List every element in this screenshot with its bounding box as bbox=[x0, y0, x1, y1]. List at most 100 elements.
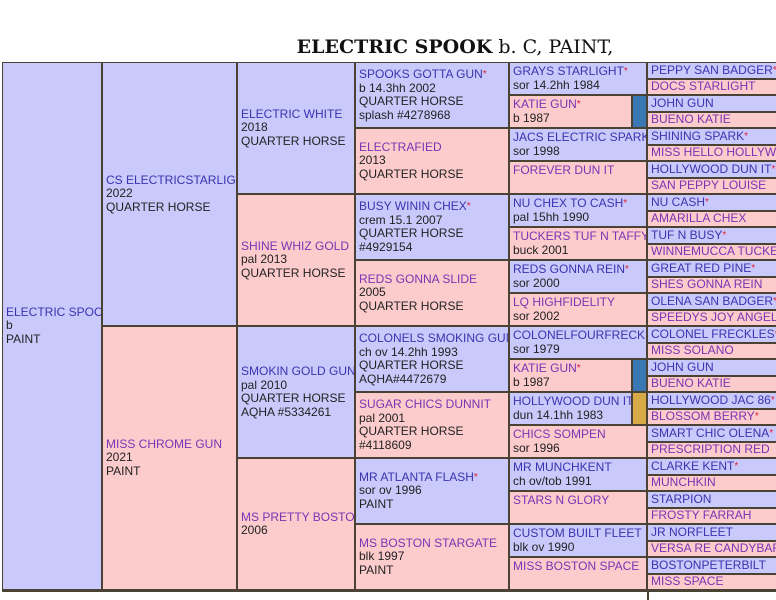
horse-name-link[interactable]: PRESCRIPTION RED bbox=[651, 442, 770, 457]
horse-name-link[interactable]: NU CHEX TO CASH bbox=[513, 196, 624, 210]
horse-name-link[interactable]: BUENO KATIE bbox=[651, 112, 731, 127]
horse-name-link[interactable]: KATIE GUN bbox=[513, 97, 577, 111]
star-icon: * bbox=[705, 196, 709, 208]
horse-name-link[interactable]: MUNCHKIN bbox=[651, 475, 716, 490]
horse-name-link[interactable]: MS PRETTY BOSTON bbox=[241, 509, 355, 524]
divider bbox=[647, 590, 649, 600]
horse-name-link[interactable]: BUSY WININ CHEX bbox=[359, 199, 467, 213]
horse-name-link[interactable]: MISS BOSTON SPACE bbox=[513, 559, 640, 573]
horse-name-link[interactable]: STARS N GLORY bbox=[513, 493, 610, 507]
horse-name-link[interactable]: ELECTRAFIED bbox=[359, 139, 442, 154]
horse-detail: QUARTER HORSE bbox=[241, 265, 346, 280]
horse-name-link[interactable]: SMOKIN GOLD GUN bbox=[241, 364, 355, 378]
horse-name-row: MISS SPACE bbox=[651, 575, 776, 588]
pedigree-cell-gen6: MISS HELLO HOLLYWOOD bbox=[647, 144, 776, 161]
horse-detail: ch ov 14.2hh 1993 bbox=[359, 344, 458, 359]
pedigree-cell-gen5: JACS ELECTRIC SPARK*sor 1998 bbox=[509, 128, 647, 161]
horse-name-link[interactable]: STARPION bbox=[651, 491, 712, 506]
horse-name-link[interactable]: MR MUNCHKENT bbox=[513, 460, 612, 474]
horse-name-link[interactable]: BUENO KATIE bbox=[651, 376, 731, 391]
horse-name-link[interactable]: SAN PEPPY LOUISE bbox=[651, 178, 767, 193]
horse-detail: 2006 bbox=[241, 523, 268, 537]
horse-name-link[interactable]: VERSA RE CANDYBAR bbox=[651, 541, 776, 556]
horse-detail: b 14.3hh 2002 bbox=[359, 80, 436, 95]
pedigree-cell-gen6: MISS SOLANO bbox=[647, 342, 776, 359]
pedigree-cell-gen6: SHINING SPARK* bbox=[647, 128, 776, 145]
star-icon: * bbox=[754, 411, 759, 423]
horse-name-row: STARS N GLORY bbox=[513, 493, 643, 508]
horse-name-link[interactable]: JR NORFLEET bbox=[651, 524, 734, 539]
horse-name-row: COLONELS SMOKING GUN* bbox=[359, 331, 508, 346]
pedigree-cell-gen5: COLONELFOURFRECKLE sor 1979 bbox=[509, 326, 647, 359]
horse-name-link[interactable]: FROSTY FARRAH bbox=[651, 508, 752, 523]
horse-name-link[interactable]: GRAYS STARLIGHT bbox=[513, 64, 624, 78]
horse-name-link[interactable]: CLARKE KENT bbox=[651, 458, 735, 473]
horse-name-link[interactable]: NU CASH bbox=[651, 194, 706, 209]
horse-name-link[interactable]: FOREVER DUN IT bbox=[513, 163, 615, 177]
horse-name-link[interactable]: HOLLYWOOD JAC 86 bbox=[651, 392, 771, 407]
horse-name-row: HOLLYWOOD JAC 86* bbox=[651, 392, 776, 407]
horse-name-link[interactable]: ELECTRIC SPOOK bbox=[6, 304, 102, 319]
pedigree-cell-gen6: VERSA RE CANDYBAR bbox=[647, 540, 776, 557]
horse-name-row: MS PRETTY BOSTON bbox=[241, 510, 354, 525]
horse-name-link[interactable]: MISS HELLO HOLLYWOOD bbox=[651, 145, 776, 160]
horse-name-link[interactable]: MS BOSTON STARGATE bbox=[359, 535, 498, 550]
horse-name-link[interactable]: MISS SOLANO bbox=[651, 343, 734, 358]
horse-name-link[interactable]: AMARILLA CHEX bbox=[651, 211, 747, 226]
pedigree-cell-gen6: AMARILLA CHEX bbox=[647, 210, 776, 227]
pedigree-cell-gen6: STARPION bbox=[647, 491, 776, 508]
horse-name-link[interactable]: PEPPY SAN BADGER bbox=[651, 62, 773, 77]
horse-name-link[interactable]: GREAT RED PINE bbox=[651, 260, 752, 275]
horse-name-link[interactable]: BOSTONPETERBILT bbox=[651, 557, 766, 572]
horse-name-link[interactable]: HOLLYWOOD DUN IT bbox=[651, 161, 772, 176]
horse-name-link[interactable]: COLONEL FRECKLES bbox=[651, 326, 775, 341]
horse-name-link[interactable]: JOHN GUN bbox=[651, 95, 714, 110]
horse-name-link[interactable]: COLONELS SMOKING GUN bbox=[359, 331, 509, 345]
horse-name-link[interactable]: SMART CHIC OLENA bbox=[651, 425, 770, 440]
horse-name-link[interactable]: SHINING SPARK bbox=[651, 128, 745, 143]
horse-name-link[interactable]: TUF N BUSY bbox=[651, 227, 723, 242]
horse-name-link[interactable]: MISS SPACE bbox=[651, 574, 724, 589]
color-bar-blue bbox=[631, 360, 646, 391]
horse-name-row: NU CASH* bbox=[651, 194, 776, 209]
horse-name-link[interactable]: OLENA SAN BADGER bbox=[651, 293, 774, 308]
horse-name-row: MISS CHROME GUN bbox=[106, 436, 233, 452]
horse-name-link[interactable]: SPEEDYS JOY ANGEL bbox=[651, 310, 776, 325]
horse-name-link[interactable]: COLONELFOURFRECKLE bbox=[513, 328, 647, 342]
horse-name-row: SAN PEPPY LOUISE bbox=[651, 179, 776, 192]
pedigree-cell-gen6: BLOSSOM BERRY* bbox=[647, 408, 776, 425]
pedigree-cell-gen4: SPOOKS GOTTA GUN* b 14.3hh 2002 QUARTER HO… bbox=[355, 62, 509, 128]
horse-detail: AQHA#4472679 bbox=[359, 371, 447, 386]
horse-name-link[interactable]: JOHN GUN bbox=[651, 359, 714, 374]
pedigree-cell-gen3: ELECTRIC WHITE 2018 QUARTER HORSE bbox=[237, 62, 355, 194]
pedigree-cell-gen5: HOLLYWOOD DUN IT*dun 14.1hh 1983 bbox=[509, 392, 647, 425]
horse-name-row: AMARILLA CHEX bbox=[651, 212, 776, 225]
horse-name-link[interactable]: KATIE GUN bbox=[513, 361, 577, 375]
horse-name-link[interactable]: REDS GONNA SLIDE bbox=[359, 271, 478, 286]
pedigree-cell-gen6: JR NORFLEET bbox=[647, 524, 776, 541]
horse-name-row: SHINING SPARK* bbox=[651, 128, 776, 143]
pedigree-cell-gen4: MS BOSTON STARGATE blk 1997 PAINT bbox=[355, 524, 509, 590]
pedigree-cell-gen1: ELECTRIC SPOOK b PAINT bbox=[2, 62, 102, 590]
horse-name-link[interactable]: REDS GONNA REIN bbox=[513, 262, 626, 276]
horse-name-link[interactable]: MR ATLANTA FLASH bbox=[359, 469, 474, 484]
horse-name-link[interactable]: CUSTOM BUILT FLEET bbox=[513, 526, 642, 540]
horse-name-link[interactable]: CHICS SOMPEN bbox=[513, 427, 606, 441]
horse-name-link[interactable]: LQ HIGHFIDELITY bbox=[513, 295, 616, 309]
horse-name-link[interactable]: SUGAR CHICS DUNNIT bbox=[359, 397, 492, 411]
horse-name-link[interactable]: CS ELECTRICSTARLIGHT bbox=[106, 172, 236, 187]
horse-name-link[interactable]: TUCKERS TUF N TAFFY bbox=[513, 229, 647, 243]
horse-name-link[interactable]: HOLLYWOOD DUN IT bbox=[513, 394, 634, 408]
horse-name-link[interactable]: SHES GONNA REIN bbox=[651, 277, 763, 292]
horse-name-link[interactable]: BLOSSOM BERRY bbox=[651, 409, 755, 424]
horse-name-link[interactable]: ELECTRIC WHITE bbox=[241, 106, 343, 121]
horse-name-row: ELECTRAFIED bbox=[359, 139, 505, 155]
horse-name-link[interactable]: DOCS STARLIGHT bbox=[651, 79, 756, 94]
horse-name-link[interactable]: SHINE WHIZ GOLD bbox=[241, 238, 350, 253]
horse-name-link[interactable]: MISS CHROME GUN bbox=[106, 436, 223, 451]
pedigree-cell-gen3: MS PRETTY BOSTON 2006 bbox=[237, 458, 355, 590]
horse-name-link[interactable]: SPOOKS GOTTA GUN bbox=[359, 67, 483, 81]
horse-name-link[interactable]: WINNEMUCCA TUCKER bbox=[651, 244, 776, 259]
horse-name-link[interactable]: JACS ELECTRIC SPARK bbox=[513, 130, 647, 144]
horse-name-row: GREAT RED PINE* bbox=[651, 260, 776, 275]
